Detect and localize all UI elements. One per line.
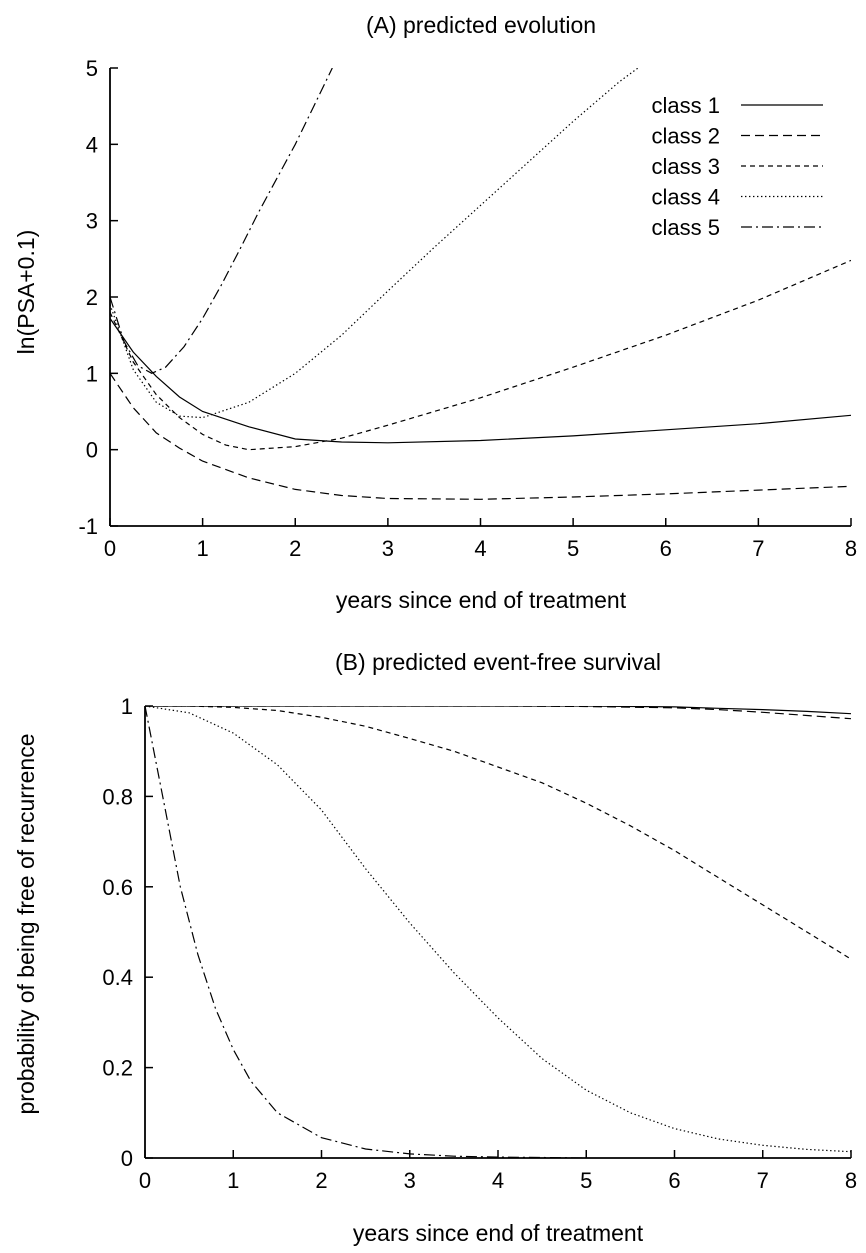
- panel-b-series-1-line: [145, 706, 851, 715]
- panel-a-x-tick-label: 6: [660, 536, 672, 561]
- panel-b-x-tick-label: 2: [315, 1168, 327, 1193]
- panel-b-y-tick-label: 0.8: [102, 784, 133, 809]
- panel-a-x-tick-label: 2: [289, 536, 301, 561]
- panel-a-series-5-line: [110, 68, 333, 374]
- panel-b-x-tick-label: 0: [139, 1168, 151, 1193]
- panel-b-x-tick-label: 3: [404, 1168, 416, 1193]
- panel-b-y-tick-label: 0: [121, 1146, 133, 1171]
- panel-a-y-tick-label: 5: [86, 56, 98, 81]
- legend-label: class 2: [652, 124, 720, 149]
- panel-a: (A) predicted evolution years since end …: [13, 12, 857, 613]
- panel-b-y-tick-label: 0.2: [102, 1056, 133, 1081]
- panel-b-series-3-line: [145, 706, 851, 960]
- panel-b-x-tick-label: 1: [227, 1168, 239, 1193]
- panel-b-series-5-line: [145, 706, 587, 1158]
- panel-a-y-tick-label: 2: [86, 285, 98, 310]
- panel-b-series-4-line: [145, 706, 851, 1153]
- panel-a-x-tick-label: 3: [382, 536, 394, 561]
- panel-a-x-axis-label: years since end of treatment: [336, 587, 627, 613]
- panel-a-x-tick-label: 8: [845, 536, 857, 561]
- panel-b-series-2-line: [145, 706, 851, 720]
- panel-b-x-tick-label: 8: [845, 1168, 857, 1193]
- panel-a-y-axis-label: ln(PSA+0.1): [13, 230, 39, 355]
- panel-b: (B) predicted event-free survival years …: [13, 649, 857, 1246]
- panel-a-y-tick-label: 0: [86, 438, 98, 463]
- legend-label: class 3: [652, 154, 720, 179]
- panel-a-x-tick-label: 0: [104, 536, 116, 561]
- legend-label: class 4: [652, 185, 720, 210]
- panel-b-x-tick-label: 6: [668, 1168, 680, 1193]
- panel-b-y-tick-label: 1: [121, 694, 133, 719]
- panel-a-series-3-line: [110, 259, 851, 451]
- panel-b-y-axis-label: probability of being free of recurrence: [13, 734, 39, 1115]
- panel-b-title: (B) predicted event-free survival: [335, 649, 661, 675]
- panel-a-y-tick-label: -1: [78, 514, 98, 539]
- panel-a-x-tick-label: 1: [197, 536, 209, 561]
- panel-a-y-tick-label: 4: [86, 132, 98, 157]
- panel-a-legend: class 1 class 2 class 3 class 4 class 5: [652, 93, 823, 240]
- panel-b-x-tick-label: 4: [492, 1168, 504, 1193]
- panel-a-y-tick-label: 3: [86, 209, 98, 234]
- panel-a-y-tick-label: 1: [86, 361, 98, 386]
- legend-label: class 5: [652, 215, 720, 240]
- panel-a-title: (A) predicted evolution: [366, 12, 596, 38]
- panel-b-x-axis-label: years since end of treatment: [353, 1220, 644, 1246]
- panel-a-x-tick-label: 4: [474, 536, 486, 561]
- panel-b-x-tick-label: 5: [580, 1168, 592, 1193]
- panel-a-series-4-line: [110, 68, 639, 419]
- panel-a-series-1-line: [110, 318, 851, 444]
- panel-b-x-tick-label: 7: [757, 1168, 769, 1193]
- panel-a-x-tick-label: 7: [752, 536, 764, 561]
- panel-b-y-tick-label: 0.4: [102, 965, 133, 990]
- legend-label: class 1: [652, 93, 720, 118]
- panel-a-series-2-line: [110, 372, 851, 500]
- panel-a-x-tick-label: 5: [567, 536, 579, 561]
- panel-b-y-tick-label: 0.6: [102, 875, 133, 900]
